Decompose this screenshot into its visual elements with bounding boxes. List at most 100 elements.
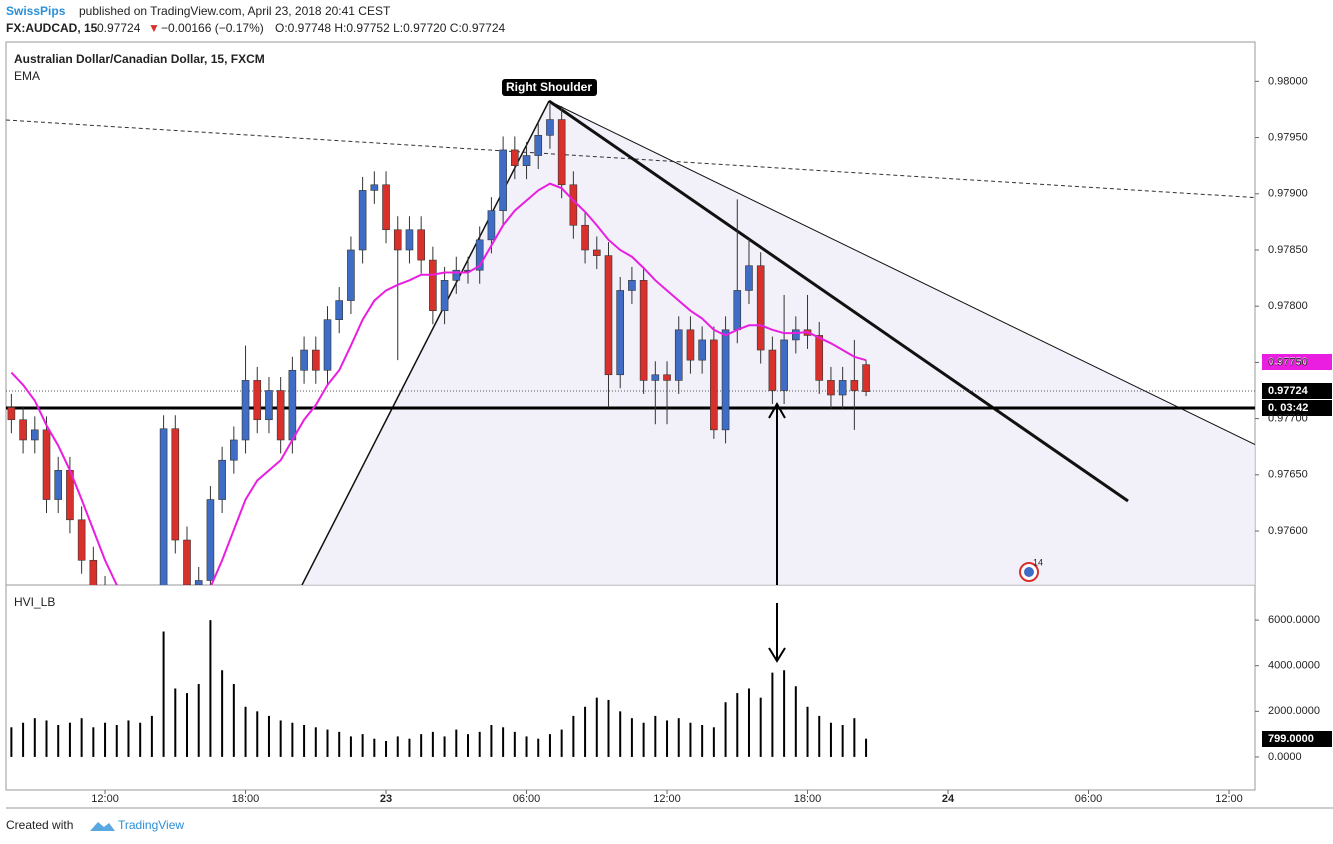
candle-body — [721, 329, 730, 431]
candle-body — [276, 390, 285, 441]
candle-body — [218, 459, 226, 500]
trendline-left — [301, 100, 550, 585]
candle-body — [511, 149, 519, 166]
candle-body — [639, 280, 648, 381]
y-tick-label: 0.98000 — [1268, 75, 1308, 87]
candle-body — [487, 210, 496, 241]
candle-body — [522, 155, 531, 166]
brand[interactable]: TradingView — [118, 818, 184, 832]
candle-body — [288, 369, 297, 441]
y-tick-label: 0.97700 — [1268, 413, 1308, 425]
candle-body — [311, 349, 320, 371]
candle-body — [335, 300, 344, 320]
y-tick-label: 0.97650 — [1268, 469, 1308, 481]
candle-body — [499, 149, 507, 211]
drawings — [6, 99, 1255, 585]
candle-body — [780, 339, 788, 391]
candle-body — [792, 329, 800, 341]
countdown-box — [1262, 400, 1332, 416]
candle-body — [827, 380, 835, 396]
candle-body — [756, 265, 765, 351]
candle-body — [171, 428, 180, 541]
candle-body — [265, 390, 273, 421]
x-tick-label: 06:00 — [513, 793, 541, 805]
event-icon-inner — [1024, 567, 1034, 577]
candle-body — [370, 184, 379, 191]
series-title: Australian Dollar/Canadian Dollar, 15, F… — [14, 52, 265, 66]
candle-body — [651, 374, 660, 381]
x-tick-label: 23 — [380, 793, 392, 805]
candle-body — [604, 255, 613, 376]
candle-body — [19, 419, 27, 441]
arrow-head — [768, 647, 786, 663]
candle-body — [429, 259, 437, 311]
candle-body — [42, 429, 51, 500]
x-tick-label: 24 — [942, 793, 955, 805]
last-price-label: 0.97724 — [1268, 385, 1309, 397]
candle-body — [592, 249, 601, 256]
y-tick-label: 0.97800 — [1268, 300, 1308, 312]
candle-body — [417, 229, 425, 261]
last: 0.97724 — [97, 21, 141, 35]
candle-body — [241, 380, 250, 441]
y2-tick-label: 4000.0000 — [1268, 660, 1320, 672]
ohlc: O:0.97748 H:0.97752 L:0.97720 C:0.97724 — [275, 21, 506, 35]
candle-body — [616, 290, 624, 376]
arrow-head — [768, 401, 786, 419]
y-tick-label: 0.97950 — [1268, 131, 1308, 143]
candle-body — [183, 539, 191, 585]
candle-body — [581, 224, 589, 251]
countdown-label: 0. 03:42 — [1268, 402, 1308, 414]
publisher: SwissPips — [6, 4, 66, 18]
trendline-thick — [548, 99, 1129, 503]
candle-body — [206, 499, 215, 581]
ema-line — [10, 182, 867, 585]
published: published on TradingView.com, April 23, … — [79, 4, 391, 18]
change-arrow: ▼ — [148, 21, 160, 35]
x-tick-label: 18:00 — [232, 793, 260, 805]
volume-label: 799.0000 — [1268, 733, 1314, 745]
triangle-fill — [302, 101, 1255, 585]
brand-logo — [90, 822, 115, 831]
created-with: Created with — [6, 818, 73, 832]
x-tick-label: 06:00 — [1075, 793, 1103, 805]
candle-body — [534, 135, 543, 156]
candle-body — [850, 380, 859, 391]
candle-body — [768, 349, 777, 391]
candle-body — [230, 439, 238, 461]
candle-body — [405, 229, 414, 251]
candle-body — [440, 280, 449, 311]
y-tick-label: 0.97850 — [1268, 244, 1308, 256]
candle-body — [475, 239, 484, 271]
candle-body — [358, 190, 367, 251]
candle-body — [89, 559, 98, 585]
candle-body — [347, 249, 355, 301]
volume-name: HVI_LB — [14, 595, 55, 609]
candle-body — [382, 184, 390, 231]
candle-body — [31, 429, 39, 441]
x-tick-label: 12:00 — [653, 793, 681, 805]
candle-body — [686, 329, 695, 361]
candle-body — [54, 470, 63, 500]
y2-tick-label: 6000.0000 — [1268, 614, 1320, 626]
change: −0.00166 (−0.17%) — [161, 21, 264, 35]
candles — [7, 103, 870, 585]
x-tick-label: 12:00 — [1215, 793, 1243, 805]
candle-body — [569, 184, 578, 226]
annotation: Right Shoulder — [506, 80, 592, 94]
candle-body — [159, 428, 168, 585]
candle-body — [862, 364, 870, 392]
last-price-box — [1262, 383, 1332, 399]
symbol: FX:AUDCAD, 15 — [6, 21, 98, 35]
candle-body — [300, 349, 308, 371]
candle-body — [393, 229, 402, 251]
x-tick-label: 18:00 — [794, 793, 822, 805]
event-count: 14 — [1033, 557, 1043, 567]
x-tick-label: 12:00 — [91, 793, 119, 805]
y-tick-label: 0.97900 — [1268, 188, 1308, 200]
candle-body — [745, 265, 753, 291]
candle-body — [77, 519, 86, 561]
candle-body — [815, 335, 824, 381]
candle-body — [698, 339, 706, 361]
